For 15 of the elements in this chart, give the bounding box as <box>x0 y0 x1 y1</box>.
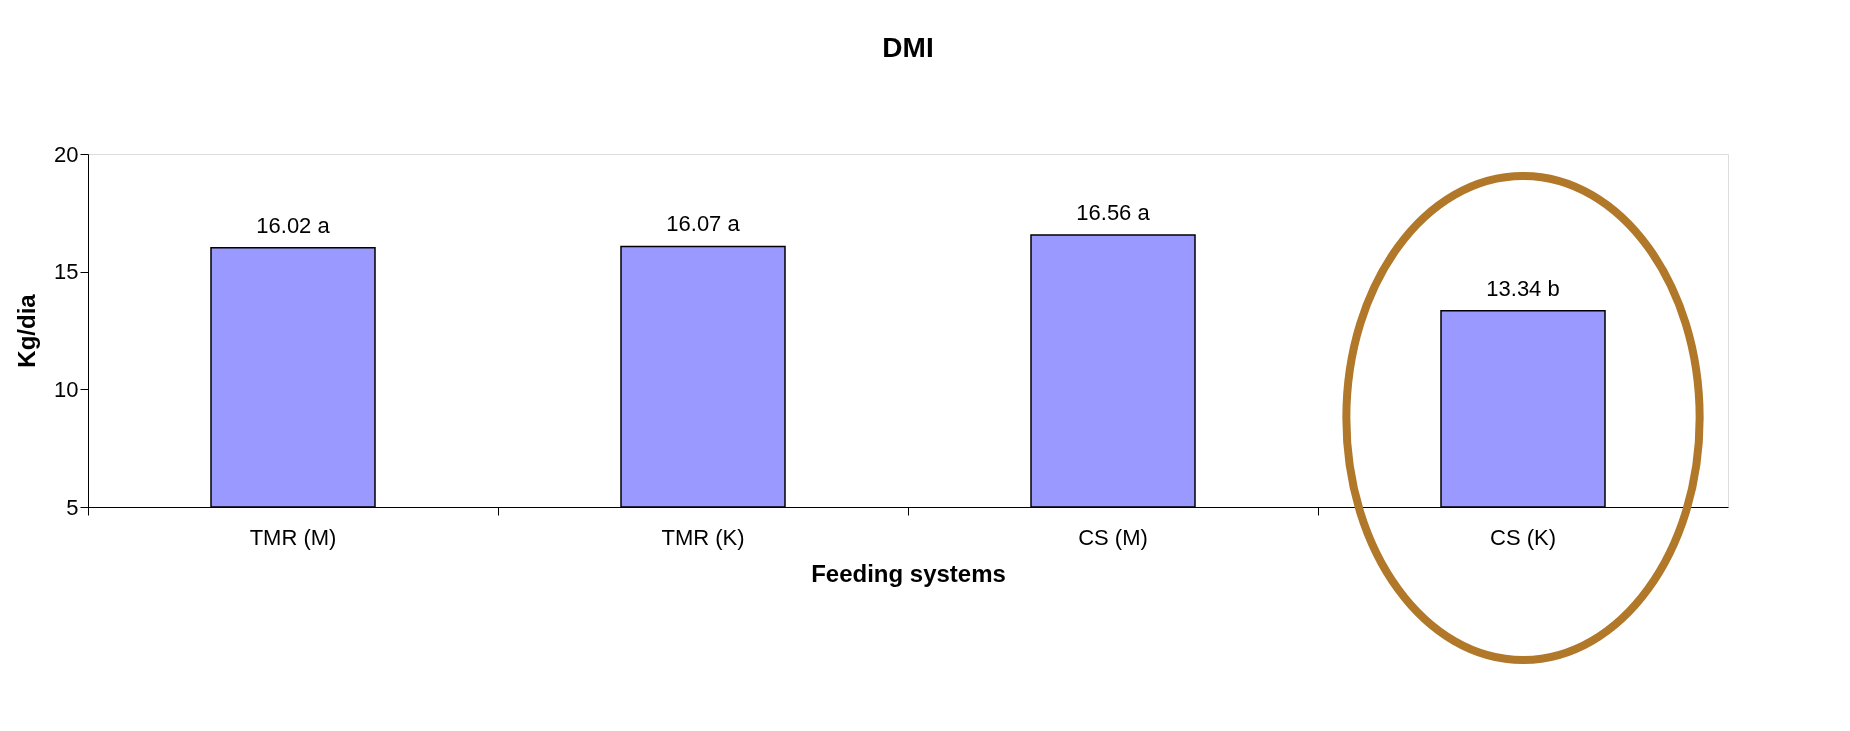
data-label: 16.02 a <box>256 212 331 238</box>
x-tick-label: TMR (M) <box>249 524 337 550</box>
y-tick-label: 15 <box>54 259 79 285</box>
y-axis-title: Kg/dia <box>13 293 41 368</box>
y-tick-label: 10 <box>54 376 79 402</box>
x-tick-label: CS (M) <box>1078 524 1148 550</box>
data-label: 16.07 a <box>666 211 741 237</box>
x-tick-label: TMR (K) <box>661 524 745 550</box>
y-tick-label: 5 <box>66 494 79 520</box>
x-axis-title: Feeding systems <box>811 559 1006 587</box>
y-tick-label: 20 <box>54 141 79 167</box>
data-label: 13.34 b <box>1486 275 1560 301</box>
x-tick-label: CS (K) <box>1490 524 1556 550</box>
data-label: 16.56 a <box>1076 199 1151 225</box>
chart-title: DMI <box>882 32 934 63</box>
